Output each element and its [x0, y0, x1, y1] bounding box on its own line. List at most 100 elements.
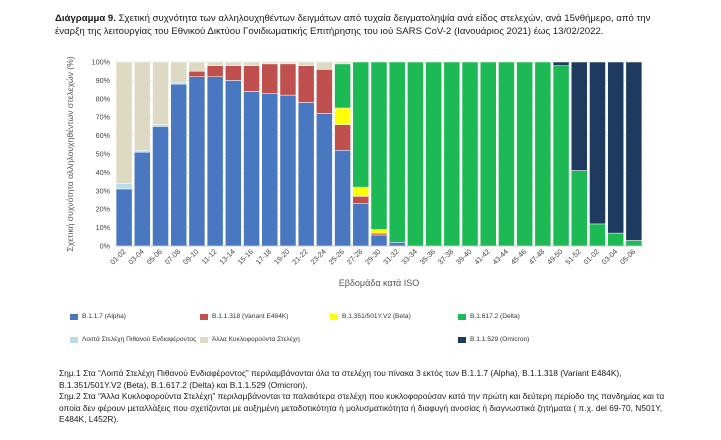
legend-label: B.1.351/501Y.V2 (Beta) — [342, 313, 411, 320]
bar-segment — [188, 70, 206, 77]
bar-segment — [152, 124, 169, 127]
bar-segment — [279, 94, 297, 247]
y-tick-label: 60% — [96, 131, 111, 140]
x-tick-label: 01-02 — [108, 247, 127, 266]
y-tick-label: 70% — [96, 113, 111, 122]
footnote-1: Σημ.1 Στα “Λοιπά Στελέχη Πιθανού Ενδιαφέ… — [59, 368, 622, 390]
bar-segment — [352, 61, 370, 188]
x-tick-label: 03-04 — [600, 247, 619, 266]
legend-swatch — [330, 313, 338, 320]
bar-segment — [498, 61, 515, 247]
bar-segment — [352, 186, 370, 197]
legend-item: Λοιπά Στελέχη Πιθανού Ενδιαφέροντος — [70, 336, 196, 343]
figure-label: Διάγραμμα 9. — [55, 13, 116, 24]
bar-segment — [243, 61, 260, 66]
bar-segment — [152, 126, 169, 247]
bar-segment — [206, 76, 224, 247]
bar-segment — [115, 61, 133, 184]
bar-segment — [316, 61, 333, 70]
x-tick-label: 43-44 — [490, 247, 509, 266]
figure-caption: Σχετική συχνότητα των αλληλουχηθέντων δε… — [55, 13, 651, 37]
bar-segment — [334, 61, 351, 65]
x-tick-label: 07-08 — [163, 247, 182, 266]
figure-title: Διάγραμμα 9. Σχετική συχνότητα των αλληλ… — [55, 13, 655, 38]
bar-segment — [225, 65, 242, 81]
y-tick-label: 0% — [100, 242, 111, 251]
y-tick-label: 20% — [96, 205, 111, 214]
bar-segment — [443, 61, 461, 247]
bar-segment — [552, 61, 570, 66]
bar-segment — [279, 63, 297, 96]
bar-segment — [552, 65, 570, 247]
bar-segment — [388, 61, 406, 243]
bar-segment — [571, 170, 588, 247]
x-tick-label: 39-40 — [454, 247, 473, 266]
bar-segment — [297, 65, 315, 103]
bar-segment — [115, 183, 133, 190]
y-tick-label: 50% — [96, 150, 111, 159]
stacked-bar-chart: 0%10%20%30%40%50%60%70%80%90%100%01-0203… — [65, 56, 643, 288]
bar-segment — [188, 76, 206, 247]
legend-item: B.1.1.318 (Variant E484K) — [200, 313, 289, 320]
footnotes: Σημ.1 Στα “Λοιπά Στελέχη Πιθανού Ενδιαφέ… — [59, 368, 669, 426]
bar-segment — [279, 61, 297, 65]
x-tick-label: 17-18 — [254, 247, 273, 266]
bar-segment — [297, 102, 315, 247]
y-tick-label: 10% — [96, 223, 111, 232]
legend-item: B.1.617.2 (Delta) — [458, 313, 520, 320]
bar-segment — [225, 61, 242, 66]
bar-segment — [370, 232, 388, 236]
x-tick-label: 01-02 — [582, 247, 601, 266]
x-tick-label: 33-34 — [399, 247, 418, 266]
bar-segment — [461, 61, 479, 247]
legend-label: B.1.617.2 (Delta) — [470, 313, 520, 320]
legend-swatch — [458, 313, 466, 320]
bar-segment — [589, 223, 606, 247]
legend-label: B.1.1.7 (Alpha) — [82, 313, 126, 320]
bar-segment — [134, 150, 151, 153]
bar-segment — [571, 61, 588, 171]
legend-item: B.1.1.529 (Omicron) — [458, 336, 529, 343]
bar-segment — [425, 61, 442, 247]
legend-item: B.1.1.7 (Alpha) — [70, 313, 126, 320]
x-tick-label: 11-12 — [200, 247, 219, 266]
x-axis-title: Εβδομάδα κατά ISO — [339, 278, 420, 288]
bar-segment — [334, 63, 351, 109]
bar-segment — [261, 63, 279, 94]
legend-label: Άλλα Κυκλοφορούντα Στελέχη — [212, 336, 300, 343]
bar-segment — [370, 229, 388, 234]
footnote-2: Σημ.2 Στα “Άλλα Κυκλοφορούντα Στελέχη” π… — [59, 391, 665, 425]
bar-segment — [352, 203, 370, 247]
bar-segment — [334, 107, 351, 125]
y-axis-title: Σχετική συχνότητα αλληλουχηθέντων στελεχ… — [65, 56, 75, 251]
bar-segment — [134, 61, 151, 151]
x-tick-label: 05-06 — [618, 247, 637, 266]
legend-swatch — [200, 336, 208, 343]
x-tick-label: 13-14 — [217, 247, 236, 266]
x-tick-label: 05-06 — [145, 247, 164, 266]
legend-item: B.1.351/501Y.V2 (Beta) — [330, 313, 411, 320]
bar-segment — [607, 61, 624, 234]
y-tick-label: 30% — [96, 186, 111, 195]
bar-segment — [206, 65, 224, 77]
bar-segment — [625, 240, 643, 247]
x-tick-label: 25-26 — [327, 247, 346, 266]
legend-item: Άλλα Κυκλοφορούντα Στελέχη — [200, 336, 300, 343]
x-tick-label: 51-52 — [563, 247, 582, 266]
bar-segment — [534, 61, 552, 247]
bar-segment — [170, 61, 187, 83]
bar-segment — [170, 83, 187, 247]
x-tick-label: 15-16 — [236, 247, 255, 266]
y-tick-label: 40% — [96, 168, 111, 177]
x-tick-label: 37-38 — [436, 247, 455, 266]
legend-swatch — [70, 313, 78, 320]
bar-segment — [479, 61, 497, 247]
x-tick-label: 03-04 — [126, 247, 145, 266]
bar-segment — [206, 61, 224, 66]
x-tick-label: 27-28 — [345, 247, 364, 266]
bar-segment — [134, 151, 151, 247]
x-tick-label: 41-42 — [472, 247, 491, 266]
bar-segment — [243, 91, 260, 247]
bar-segment — [297, 61, 315, 66]
x-tick-label: 49-50 — [545, 247, 564, 266]
